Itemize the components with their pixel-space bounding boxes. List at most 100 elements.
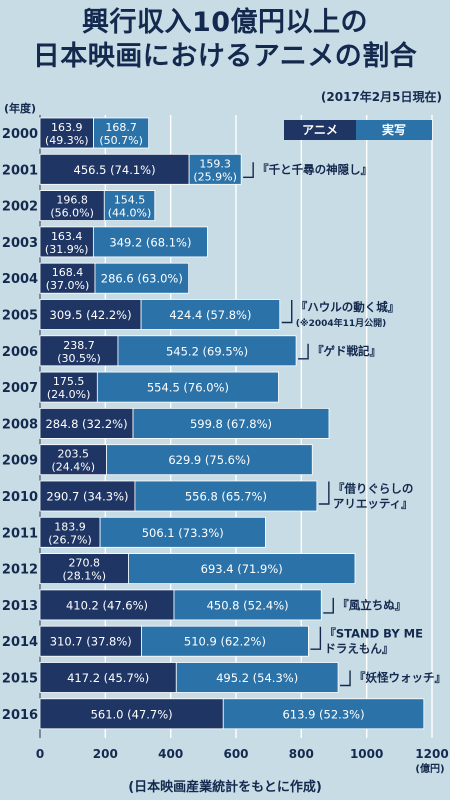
legend-label-anime: アニメ bbox=[302, 123, 338, 137]
value-label-live-action: 168.7 bbox=[105, 121, 137, 134]
year-label: 2005 bbox=[2, 309, 38, 324]
bar-anime bbox=[39, 153, 190, 185]
film-annotation: 『風立ちぬ』 bbox=[337, 598, 406, 612]
value-label-live-action: 506.1 (73.3%) bbox=[142, 526, 224, 540]
year-label: 2012 bbox=[2, 563, 38, 578]
value-label-anime: 456.5 (74.1%) bbox=[74, 163, 156, 177]
value-label-live-action: (25.9%) bbox=[193, 170, 237, 183]
value-label-anime: (28.1%) bbox=[62, 570, 106, 583]
film-annotation: 『借りぐらしの bbox=[333, 482, 414, 496]
value-label-live-action: 450.8 (52.4%) bbox=[207, 598, 289, 612]
film-annotation: 『ゲド戦記』 bbox=[312, 344, 381, 358]
bar-live-action bbox=[117, 335, 297, 367]
value-label-anime: 270.8 bbox=[68, 557, 100, 570]
value-label-live-action: 286.6 (63.0%) bbox=[101, 272, 183, 286]
bar-live-action bbox=[106, 444, 313, 476]
bar-live-action bbox=[99, 516, 266, 548]
title-line-2: 日本映画におけるアニメの割合 bbox=[32, 41, 418, 72]
value-label-live-action: 159.3 bbox=[199, 157, 231, 170]
value-label-live-action: (44.0%) bbox=[108, 207, 152, 220]
bar-anime bbox=[39, 117, 94, 149]
film-annotation: アリエッティ』 bbox=[333, 497, 413, 511]
value-label-anime: 310.7 (37.8%) bbox=[50, 635, 132, 649]
annotation-leader bbox=[298, 343, 309, 360]
bar-anime bbox=[39, 553, 129, 584]
film-annotation: (※2004年11月公開) bbox=[296, 317, 387, 329]
value-label-live-action: 495.2 (54.3%) bbox=[216, 671, 298, 685]
x-tick-label: 1000 bbox=[350, 747, 383, 761]
year-label: 2016 bbox=[2, 708, 38, 723]
bar-live-action bbox=[93, 117, 150, 149]
value-label-live-action: 556.8 (65.7%) bbox=[185, 490, 267, 504]
value-label-anime: 417.2 (45.7%) bbox=[67, 671, 149, 685]
value-label-anime: 410.2 (47.6%) bbox=[66, 598, 148, 612]
year-label: 2006 bbox=[2, 345, 38, 360]
value-label-anime: 203.5 bbox=[57, 448, 89, 461]
x-tick-label: 0 bbox=[36, 747, 44, 761]
bar-live-action bbox=[132, 407, 330, 439]
bar-live-action bbox=[222, 698, 425, 730]
value-label-live-action: 349.2 (68.1%) bbox=[109, 235, 191, 249]
value-label-anime: 163.9 bbox=[51, 121, 83, 134]
year-label: 2015 bbox=[2, 672, 38, 687]
legend-label-live-action: 実写 bbox=[382, 122, 406, 137]
bar-anime bbox=[39, 262, 96, 294]
year-label: 2004 bbox=[2, 272, 38, 287]
film-annotation: 『千と千尋の神隠し』 bbox=[257, 162, 372, 176]
film-annotation: 『妖怪ウォッチ』 bbox=[354, 671, 446, 685]
film-annotation: 『STAND BY ME bbox=[324, 627, 423, 641]
annotation-leader bbox=[281, 300, 293, 324]
annotation-leader bbox=[243, 162, 254, 179]
bar-anime bbox=[39, 190, 105, 222]
year-label: 2010 bbox=[2, 490, 38, 505]
x-tick-label: 800 bbox=[289, 747, 314, 761]
bar-live-action bbox=[141, 625, 309, 657]
value-label-anime: (56.0%) bbox=[50, 207, 94, 220]
year-label: 2009 bbox=[2, 454, 38, 469]
year-label: 2002 bbox=[2, 200, 38, 215]
value-label-anime: 290.7 (34.3%) bbox=[46, 490, 128, 504]
bar-live-action bbox=[188, 153, 242, 185]
value-label-anime: (49.3%) bbox=[45, 134, 89, 147]
value-label-anime: (37.0%) bbox=[46, 279, 90, 292]
bar-anime bbox=[39, 480, 136, 512]
bar-anime bbox=[39, 698, 224, 730]
bar-live-action bbox=[140, 299, 281, 330]
value-label-live-action: 693.4 (71.9%) bbox=[201, 562, 283, 576]
bar-live-action bbox=[94, 262, 190, 294]
year-label: 2007 bbox=[2, 381, 38, 396]
value-label-anime: (24.0%) bbox=[47, 388, 91, 401]
value-label-live-action: (50.7%) bbox=[99, 134, 143, 147]
x-unit-label: (億円) bbox=[415, 762, 444, 775]
x-tick-label: 600 bbox=[223, 747, 248, 761]
bar-live-action bbox=[92, 226, 208, 258]
value-label-live-action: 545.2 (69.5%) bbox=[166, 344, 248, 358]
annotation-leader bbox=[340, 670, 351, 687]
film-annotation: 『ハウルの動く城』 bbox=[296, 300, 400, 314]
value-label-live-action: 424.4 (57.8%) bbox=[169, 308, 251, 322]
bar-anime bbox=[39, 371, 98, 403]
as-of-date: (2017年2月5日現在) bbox=[320, 90, 442, 104]
bar-live-action bbox=[103, 190, 156, 222]
value-label-anime: (26.7%) bbox=[48, 533, 92, 546]
year-label: 2000 bbox=[2, 127, 38, 142]
value-label-anime: (31.9%) bbox=[45, 243, 89, 256]
source-note: (日本映画産業統計をもとに作成) bbox=[128, 780, 322, 795]
film-annotation: ドラえもん』 bbox=[324, 642, 393, 656]
year-label: 2013 bbox=[2, 599, 38, 614]
value-label-anime: 238.7 bbox=[63, 339, 95, 352]
value-label-anime: 309.5 (42.2%) bbox=[50, 308, 132, 322]
bar-live-action bbox=[96, 371, 279, 403]
annotation-leader bbox=[310, 626, 322, 650]
x-tick-label: 200 bbox=[93, 747, 118, 761]
bar-anime bbox=[39, 625, 142, 657]
bar-live-action bbox=[173, 589, 322, 621]
legend-swatch-anime bbox=[284, 120, 356, 140]
x-tick-label: 1200 bbox=[415, 747, 448, 761]
legend-swatch-live-action bbox=[356, 120, 432, 140]
year-label: 2001 bbox=[2, 163, 38, 178]
value-label-live-action: 554.5 (76.0%) bbox=[147, 381, 229, 395]
value-label-anime: 163.4 bbox=[51, 230, 83, 243]
value-label-anime: 196.8 bbox=[56, 194, 88, 207]
